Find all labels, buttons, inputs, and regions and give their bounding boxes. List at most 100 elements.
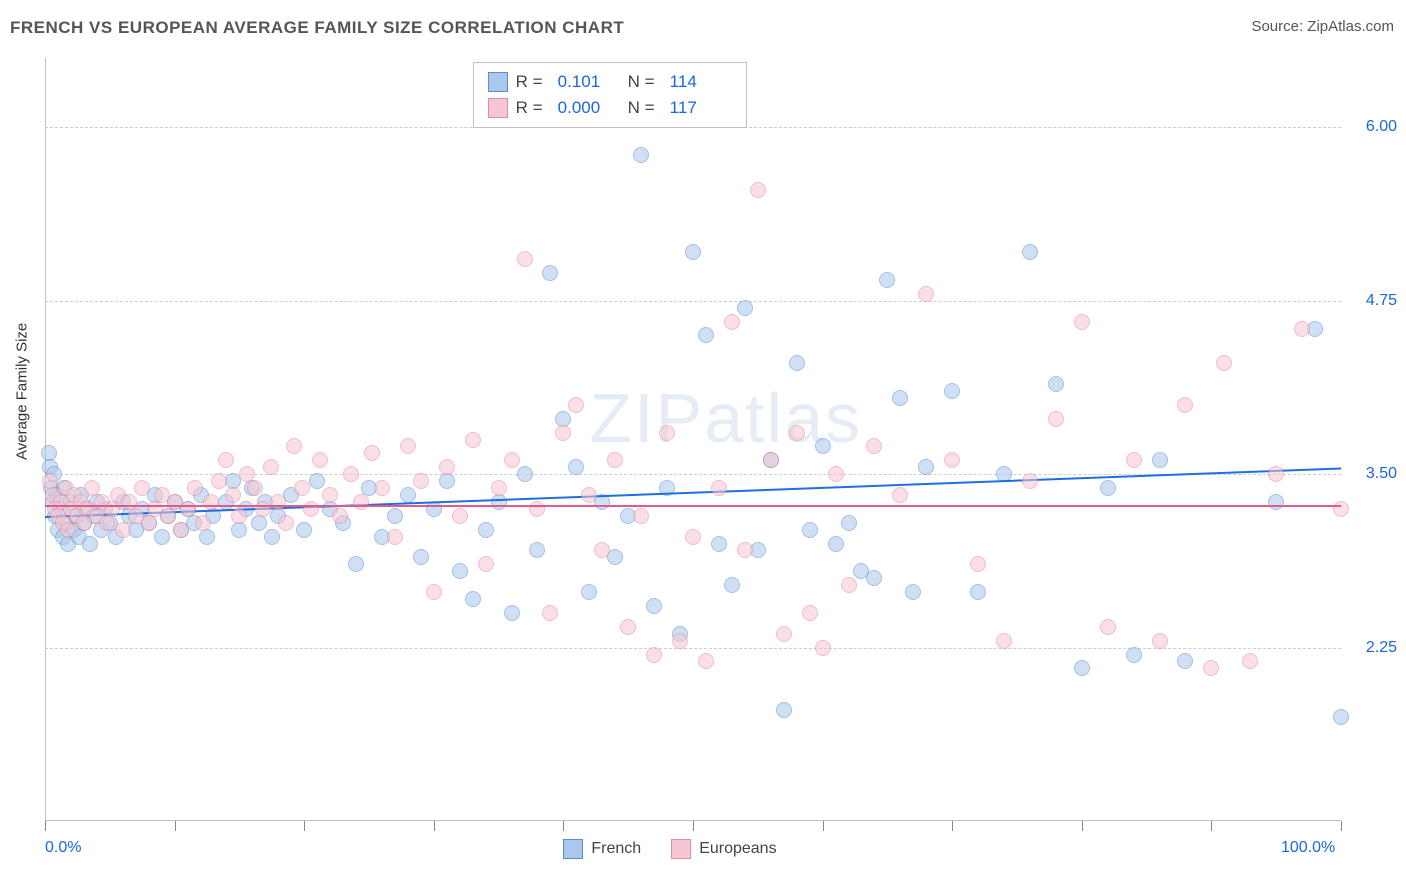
data-point [1074,314,1090,330]
data-point [841,577,857,593]
data-point [1333,709,1349,725]
x-tick [1082,821,1083,831]
data-point [866,438,882,454]
data-point [141,515,157,531]
data-point [672,633,688,649]
data-point [841,515,857,531]
plot-area: ZIPatlas 2.253.504.756.00 [45,58,1341,821]
data-point [296,522,312,538]
data-point [99,515,115,531]
data-point [364,445,380,461]
r-value: 0.101 [558,72,620,92]
data-point [996,633,1012,649]
data-point [312,452,328,468]
data-point [303,501,319,517]
data-point [1048,376,1064,392]
data-point [255,501,271,517]
data-point [517,251,533,267]
data-point [776,702,792,718]
data-point [439,473,455,489]
data-point [247,480,263,496]
data-point [465,432,481,448]
data-point [353,494,369,510]
legend-swatch [488,72,508,92]
x-tick [1341,821,1342,831]
data-point [173,522,189,538]
data-point [270,494,286,510]
stats-legend-row: R =0.000N =117 [488,95,732,121]
data-point [646,598,662,614]
data-point [1268,466,1284,482]
data-point [387,529,403,545]
x-tick [563,821,564,831]
y-axis-line [45,58,46,821]
data-point [944,383,960,399]
data-point [452,508,468,524]
data-point [517,466,533,482]
r-value: 0.000 [558,98,620,118]
data-point [1126,452,1142,468]
x-tick [693,821,694,831]
data-point [646,647,662,663]
data-point [659,425,675,441]
data-point [724,577,740,593]
data-point [685,244,701,260]
data-point [491,480,507,496]
data-point [264,529,280,545]
data-point [970,584,986,600]
x-tick [823,821,824,831]
data-point [905,584,921,600]
gridline [45,301,1341,302]
data-point [187,480,203,496]
data-point [452,563,468,579]
data-point [633,147,649,163]
data-point [737,542,753,558]
data-point [711,536,727,552]
data-point [776,626,792,642]
data-point [866,570,882,586]
data-point [160,508,176,524]
stats-legend-row: R =0.101N =114 [488,69,732,95]
data-point [322,487,338,503]
n-value: 114 [670,72,732,92]
data-point [594,542,610,558]
data-point [195,515,211,531]
x-tick [304,821,305,831]
data-point [478,522,494,538]
data-point [1242,653,1258,669]
gridline [45,648,1341,649]
x-tick [175,821,176,831]
data-point [400,487,416,503]
data-point [82,536,98,552]
x-tick [434,821,435,831]
data-point [944,452,960,468]
series-legend: FrenchEuropeans [563,839,776,859]
data-point [1100,480,1116,496]
data-point [1048,411,1064,427]
data-point [815,438,831,454]
stats-legend: R =0.101N =114R =0.000N =117 [473,62,747,128]
data-point [426,584,442,600]
data-point [1333,501,1349,517]
data-point [60,522,76,538]
data-point [387,508,403,524]
r-label: R = [516,72,550,92]
data-point [1294,321,1310,337]
data-point [724,314,740,330]
data-point [815,640,831,656]
legend-swatch [563,839,583,859]
data-point [633,508,649,524]
chart-title: FRENCH VS EUROPEAN AVERAGE FAMILY SIZE C… [10,18,624,38]
data-point [542,265,558,281]
data-point [504,605,520,621]
data-point [491,494,507,510]
source-label: Source: ZipAtlas.com [1251,18,1394,35]
data-point [698,653,714,669]
chart-container: FRENCH VS EUROPEAN AVERAGE FAMILY SIZE C… [0,0,1406,892]
series-legend-item: Europeans [671,839,776,859]
data-point [1022,244,1038,260]
x-tick [1211,821,1212,831]
data-point [828,536,844,552]
data-point [211,473,227,489]
data-point [698,327,714,343]
